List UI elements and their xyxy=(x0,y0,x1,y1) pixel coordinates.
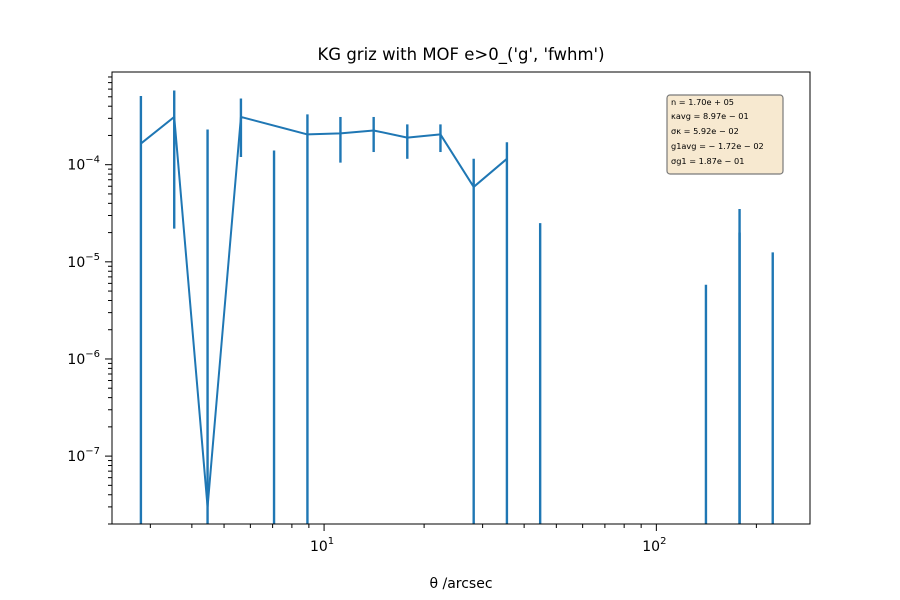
x-axis: 101 102 xyxy=(149,524,757,555)
y-tick-label: 10−4 xyxy=(67,155,100,174)
y-tick-label: 10−6 xyxy=(67,349,100,368)
stats-box: n = 1.70e + 05 κavg = 8.97e − 01 σκ = 5.… xyxy=(666,94,784,175)
stats-line-sigma-kappa: σκ = 5.92e − 02 xyxy=(671,126,739,136)
y-axis: 10−7 10−6 10−5 10−4 xyxy=(67,76,112,525)
stats-line-kappa-avg: κavg = 8.97e − 01 xyxy=(671,111,749,121)
x-tick-label: 101 xyxy=(310,536,334,555)
stats-line-sigma-g1: σg1 = 1.87e − 01 xyxy=(671,156,744,166)
x-axis-label: θ /arcsec xyxy=(429,576,492,592)
y-tick-label: 10−5 xyxy=(67,252,100,271)
y-tick-label: 10−7 xyxy=(67,446,100,465)
stats-line-g1-avg: g1avg = − 1.72e − 02 xyxy=(671,141,764,151)
x-tick-label: 102 xyxy=(642,536,666,555)
stats-line-n: n = 1.70e + 05 xyxy=(671,97,734,107)
chart-title: KG griz with MOF e>0_('g', 'fwhm') xyxy=(317,45,604,65)
stats-box-frame xyxy=(666,94,784,175)
series-line xyxy=(140,115,508,508)
plot-area xyxy=(139,90,774,524)
axes-frame xyxy=(111,71,811,525)
